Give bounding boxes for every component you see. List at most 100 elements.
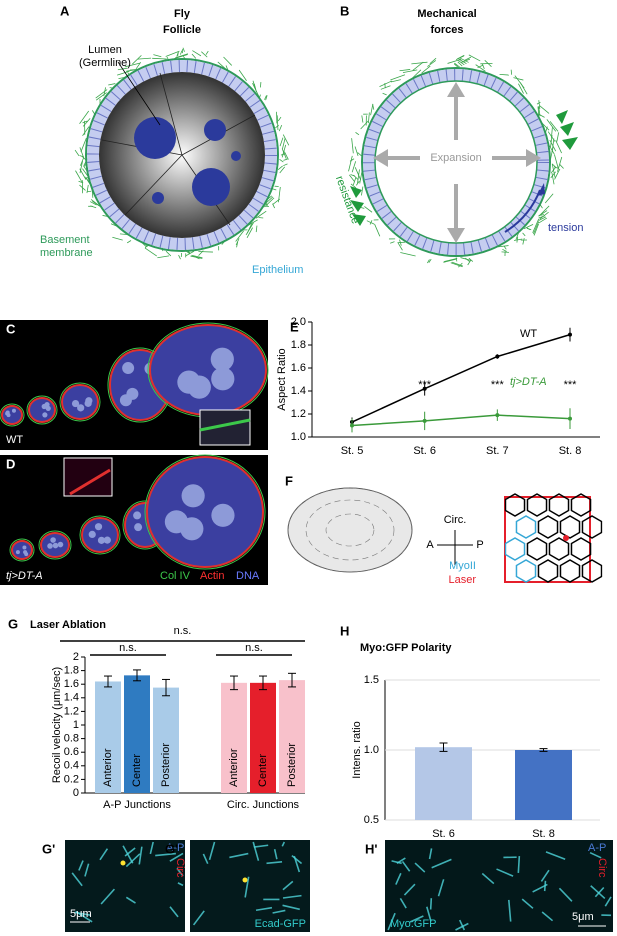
cell: [516, 516, 535, 538]
label: A-P: [588, 842, 606, 854]
nucleus: [133, 511, 142, 520]
cell-borders: [363, 69, 549, 255]
y-axis-label: Aspect Ratio: [276, 348, 288, 410]
cell-borders: [87, 60, 277, 250]
fiber: [79, 147, 85, 158]
x-tick-label: St. 7: [486, 445, 509, 457]
fiber: [458, 60, 465, 66]
nucleus: [211, 503, 235, 527]
fiber: [152, 57, 167, 60]
nucleus: [71, 399, 80, 408]
fiber: [397, 242, 403, 251]
junction: [558, 887, 573, 902]
fiber: [354, 167, 362, 181]
fiber: [132, 55, 142, 65]
panel-label: C: [6, 321, 16, 336]
nucleus: [57, 541, 64, 548]
fiber: [177, 51, 179, 56]
y-tick-label: 1.2: [64, 705, 79, 717]
fiber: [539, 105, 550, 114]
bar: [250, 682, 276, 793]
genotype: WT: [6, 434, 23, 446]
bar: [95, 681, 121, 793]
panel-label: H: [340, 623, 349, 638]
fiber: [481, 63, 485, 69]
fiber: [361, 115, 364, 123]
fiber: [465, 257, 470, 262]
junction: [291, 854, 303, 865]
fiber: [516, 236, 519, 243]
fiber: [349, 158, 355, 162]
fiber: [178, 254, 181, 260]
fiber: [544, 193, 554, 204]
fiber: [454, 62, 460, 68]
fiber: [198, 251, 213, 253]
junction: [176, 867, 184, 877]
label: Ecad-GFP: [255, 918, 306, 930]
nucleus: [42, 412, 48, 418]
junction: [604, 896, 612, 907]
chamber: [81, 517, 119, 553]
cell: [560, 560, 579, 582]
nucleus: [88, 530, 96, 539]
point: [422, 386, 427, 391]
panel-label: D: [6, 456, 15, 471]
fiber: [551, 172, 555, 185]
y-axis-label: Intens. ratio: [351, 721, 363, 778]
group-label: A-P Junctions: [103, 799, 171, 811]
fiber: [272, 198, 281, 205]
bar: [153, 687, 179, 793]
bar: [279, 680, 305, 793]
label: tension: [548, 222, 583, 234]
fiber: [360, 120, 369, 130]
fiber: [350, 183, 357, 189]
fiber: [165, 50, 180, 57]
y-tick-label: 0: [73, 787, 79, 799]
fiber: [357, 169, 360, 184]
fiber: [390, 241, 395, 244]
fiber: [90, 199, 100, 207]
y-tick-label: 2.0: [291, 316, 306, 328]
fiber: [399, 239, 402, 246]
fiber: [174, 54, 188, 60]
fiber: [370, 103, 374, 116]
fiber: [359, 172, 363, 184]
arrow-head: [537, 183, 545, 196]
fiber: [246, 227, 253, 238]
annotation: n.s.: [245, 642, 263, 654]
annotation: ***: [418, 379, 432, 391]
junction: [273, 849, 278, 860]
junction: [78, 860, 84, 871]
label: Circ.: [444, 514, 467, 526]
fiber: [550, 171, 556, 179]
cell: [549, 494, 568, 516]
cell: [505, 538, 524, 560]
fiber: [165, 250, 172, 257]
fiber: [551, 163, 556, 178]
fiber: [513, 238, 523, 241]
fiber: [255, 210, 267, 219]
fiber: [443, 258, 457, 263]
fiber: [275, 124, 279, 129]
nucleus: [52, 542, 59, 549]
point: [568, 332, 572, 337]
fiber: [278, 124, 283, 132]
fiber: [283, 163, 288, 167]
bar: [515, 750, 572, 820]
fiber: [223, 56, 233, 66]
label: Circ: [174, 858, 186, 878]
label: 5μm: [572, 911, 594, 923]
fiber: [89, 201, 97, 206]
fiber: [82, 120, 88, 124]
arrow-heads: [373, 82, 541, 243]
cell: [538, 560, 557, 582]
fiber: [282, 137, 286, 150]
junction: [414, 862, 426, 873]
fiber: [549, 139, 557, 152]
fiber: [539, 211, 549, 220]
fiber: [468, 54, 481, 62]
x-tick-label: Center: [131, 754, 143, 787]
junction: [521, 898, 534, 909]
fiber: [522, 237, 525, 245]
fiber: [390, 74, 406, 81]
